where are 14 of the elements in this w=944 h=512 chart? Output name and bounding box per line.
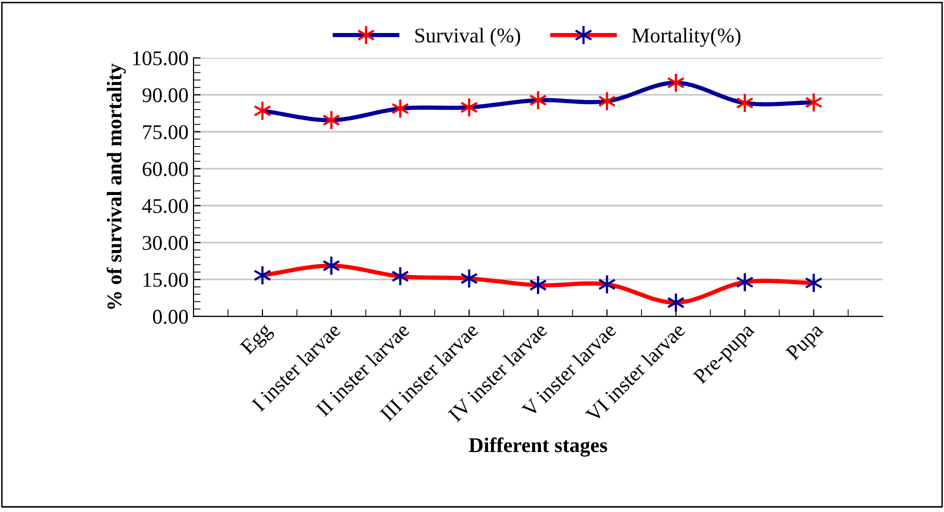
y-tick-label: 60.00 [142, 162, 188, 176]
x-axis-title: Different stages [468, 437, 608, 457]
y-tick-label: 15.00 [144, 272, 188, 288]
y-tick-label: 45.00 [142, 198, 188, 214]
x-tick-label: Pupa [785, 322, 827, 364]
y-tick-label: 30.00 [142, 236, 188, 250]
y-tick-label: 75.00 [143, 125, 188, 140]
x-tick-label: Egg [240, 322, 276, 358]
y-tick-label: 0.00 [152, 310, 188, 324]
legend-label: Survival (%) [415, 28, 520, 47]
y-tick-label: 90.00 [142, 88, 188, 102]
y-axis-title: % of survival and mortality [106, 63, 126, 309]
y-tick-label: 105.00 [133, 51, 188, 66]
legend-label: Mortality(%) [632, 28, 740, 47]
